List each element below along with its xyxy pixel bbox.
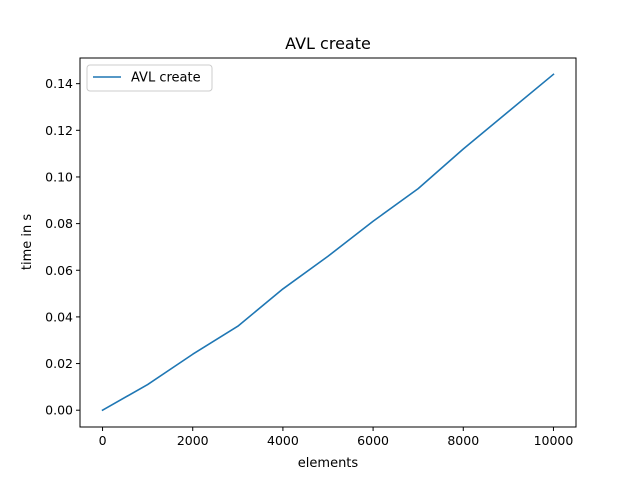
x-tick-label: 4000 — [267, 433, 299, 448]
y-axis-ticks: 0.00 0.02 0.04 0.06 0.08 0.10 0.12 0.14 — [45, 76, 80, 418]
y-tick-label: 0.00 — [45, 403, 73, 418]
x-tick-label: 0 — [99, 433, 107, 448]
x-axis-ticks: 0 2000 4000 6000 8000 10000 — [99, 427, 574, 448]
y-tick-label: 0.10 — [45, 169, 73, 184]
y-tick-label: 0.08 — [45, 216, 73, 231]
legend-box — [86, 64, 213, 92]
y-tick-label: 0.04 — [45, 309, 73, 324]
series-line-avl-create — [101, 73, 555, 412]
y-tick-label: 0.02 — [45, 356, 73, 371]
chart-title: AVL create — [285, 34, 371, 53]
legend-label-avl-create: AVL create — [131, 71, 201, 86]
x-tick-label: 6000 — [357, 433, 389, 448]
x-axis-label: elements — [298, 456, 359, 471]
y-tick-label: 0.12 — [45, 123, 73, 138]
x-tick-label: 10000 — [534, 433, 574, 448]
y-tick-label: 0.06 — [45, 263, 73, 278]
series-layer — [101, 73, 555, 412]
y-axis-label: time in s — [20, 214, 35, 270]
y-tick-label: 0.14 — [45, 76, 73, 91]
x-tick-label: 2000 — [177, 433, 209, 448]
x-tick-label: 8000 — [447, 433, 479, 448]
legend: AVL create — [86, 64, 213, 92]
plot-area-frame — [79, 57, 577, 428]
